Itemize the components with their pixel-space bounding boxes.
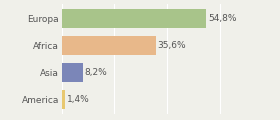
Text: 35,6%: 35,6% <box>157 41 186 50</box>
Bar <box>62 9 206 28</box>
Text: 1,4%: 1,4% <box>67 95 90 104</box>
Bar <box>62 63 83 82</box>
Text: 8,2%: 8,2% <box>85 68 108 77</box>
Bar <box>62 36 156 55</box>
Text: 54,8%: 54,8% <box>208 14 236 23</box>
Bar <box>62 90 65 109</box>
